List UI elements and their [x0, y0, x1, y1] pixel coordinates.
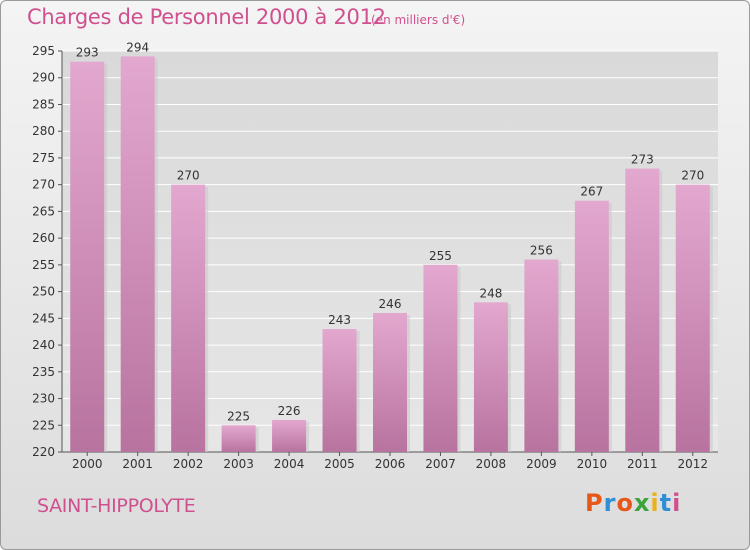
- x-tick-label: 2011: [627, 457, 658, 471]
- bar: [120, 56, 155, 452]
- data-label: 226: [278, 404, 301, 418]
- y-tick-label: 255: [32, 258, 55, 272]
- x-tick-label: 2002: [173, 457, 204, 471]
- brand-letter: o: [616, 489, 634, 517]
- x-tick-label: 2005: [324, 457, 355, 471]
- bar: [322, 329, 357, 452]
- bar: [272, 419, 307, 452]
- brand-letter: i: [672, 489, 682, 517]
- bar: [373, 312, 407, 452]
- x-tick-label: 2012: [677, 457, 708, 471]
- chart-title: Charges de Personnel 2000 à 2012: [27, 5, 386, 29]
- y-tick-label: 275: [32, 151, 55, 165]
- bar: [574, 200, 609, 452]
- brand-letter: t: [659, 489, 673, 517]
- bar: [70, 61, 105, 453]
- bar: [171, 184, 206, 452]
- data-label: 270: [681, 169, 704, 183]
- commune-name: SAINT-HIPPOLYTE: [37, 495, 196, 517]
- brand-letter: r: [603, 489, 617, 517]
- brand-letter: x: [633, 489, 651, 517]
- x-tick-label: 2009: [526, 457, 557, 471]
- data-label: 294: [126, 40, 149, 54]
- data-label: 225: [227, 409, 250, 423]
- x-tick-label: 2010: [577, 457, 608, 471]
- x-tick-label: 2006: [375, 457, 406, 471]
- x-tick-label: 2001: [122, 457, 153, 471]
- bar: [625, 168, 660, 453]
- data-label: 267: [580, 185, 603, 199]
- brand-letter: P: [585, 489, 604, 517]
- brand-letter: i: [650, 489, 660, 517]
- proxiti-logo: Proxiti: [585, 489, 681, 517]
- data-label: 256: [530, 244, 553, 258]
- x-tick-label: 2000: [72, 457, 103, 471]
- y-tick-label: 250: [32, 285, 55, 299]
- data-label: 243: [328, 313, 351, 327]
- y-tick-label: 260: [32, 231, 55, 245]
- data-label: 270: [177, 169, 200, 183]
- y-tick-label: 285: [32, 97, 55, 111]
- y-tick-label: 295: [32, 44, 55, 58]
- data-label: 293: [76, 46, 99, 60]
- y-tick-label: 220: [32, 445, 55, 459]
- data-label: 273: [631, 153, 654, 167]
- y-tick-label: 230: [32, 392, 55, 406]
- y-tick-label: 280: [32, 124, 55, 138]
- y-tick-label: 270: [32, 178, 55, 192]
- x-tick-label: 2007: [425, 457, 456, 471]
- bar: [423, 264, 458, 452]
- chart-unit: (en milliers d'€): [371, 13, 466, 27]
- y-tick-label: 235: [32, 365, 55, 379]
- x-tick-label: 2008: [476, 457, 507, 471]
- bar: [524, 259, 559, 452]
- x-tick-label: 2003: [223, 457, 254, 471]
- data-label: 248: [479, 286, 502, 300]
- data-label: 255: [429, 249, 452, 263]
- data-label: 246: [379, 297, 402, 311]
- y-tick-label: 265: [32, 204, 55, 218]
- y-tick-label: 290: [32, 71, 55, 85]
- y-tick-label: 245: [32, 311, 55, 325]
- y-tick-label: 240: [32, 338, 55, 352]
- y-tick-label: 225: [32, 418, 55, 432]
- bar: [675, 184, 710, 452]
- bar: [473, 302, 508, 452]
- bar: [221, 425, 256, 452]
- x-tick-label: 2004: [274, 457, 305, 471]
